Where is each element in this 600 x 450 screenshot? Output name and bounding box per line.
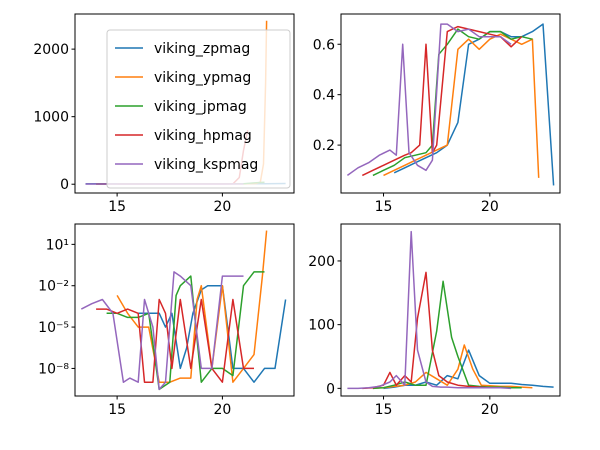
x-tick-label: 15: [108, 199, 126, 215]
series-line-viking_zpmag: [383, 349, 554, 390]
series-line-viking_hpmag: [362, 271, 490, 390]
x-tick-label: 20: [213, 402, 231, 418]
series-line-viking_kspmag: [346, 23, 512, 177]
x-tick-label: 20: [481, 402, 499, 418]
y-tick-label: 10⁻⁵: [38, 320, 69, 336]
subplot-top-right: 15 20 0.2 0.4 0.6: [313, 13, 561, 215]
subplot-bottom-left: 15 20 10⁻⁸ 10⁻⁵ 10⁻² 10¹: [38, 223, 295, 418]
series-line-viking_jpmag: [372, 28, 533, 177]
y-tick-label: 0.6: [313, 37, 335, 53]
series-group: [80, 230, 287, 391]
x-tick-label: 15: [375, 199, 393, 215]
y-tick-label: 0.2: [313, 138, 335, 154]
axes-frame: [74, 13, 295, 194]
legend-box: [106, 29, 291, 189]
y-tick-label: 0: [60, 177, 69, 193]
axes-frame: [340, 13, 561, 194]
series-group: [346, 23, 555, 186]
x-tick-label: 15: [108, 402, 126, 418]
y-tick-label: 10⁻⁸: [38, 361, 69, 377]
y-tick-label: 0: [326, 381, 335, 397]
axes-frame: [340, 223, 561, 397]
legend-label-viking_kspmag: viking_kspmag: [154, 157, 258, 173]
series-line-viking_zpmag: [393, 23, 555, 186]
axes-frame: [74, 223, 295, 397]
y-tick-label: 100: [308, 318, 335, 334]
series-line-viking_kspmag: [347, 230, 512, 390]
series-group: [347, 230, 554, 390]
y-tick-label: 10⁻²: [38, 279, 69, 295]
series-line-viking_kspmag: [80, 271, 244, 391]
series-line-viking_hpmag: [361, 25, 523, 177]
series-line-viking_jpmag: [106, 271, 265, 391]
y-tick-label: 0.4: [313, 88, 335, 104]
legend-label-viking_hpmag: viking_hpmag: [154, 128, 252, 144]
y-tick-label: 10¹: [46, 237, 69, 253]
x-tick-label: 15: [375, 402, 393, 418]
x-tick-label: 20: [481, 199, 499, 215]
y-tick-label: 1000: [33, 110, 69, 126]
legend-label-viking_zpmag: viking_zpmag: [154, 41, 250, 57]
series-line-viking_ypmag: [116, 230, 268, 383]
x-tick-label: 20: [213, 199, 231, 215]
series-line-viking_ypmag: [372, 344, 533, 390]
legend-label-viking_ypmag: viking_ypmag: [154, 70, 251, 86]
legend: viking_zpmag viking_ypmag viking_jpmagviki…: [106, 29, 291, 189]
y-tick-label: 200: [308, 254, 335, 270]
y-tick-label: 2000: [33, 42, 69, 58]
legend-label-viking_jpmag: viking_jpmag: [154, 99, 247, 115]
